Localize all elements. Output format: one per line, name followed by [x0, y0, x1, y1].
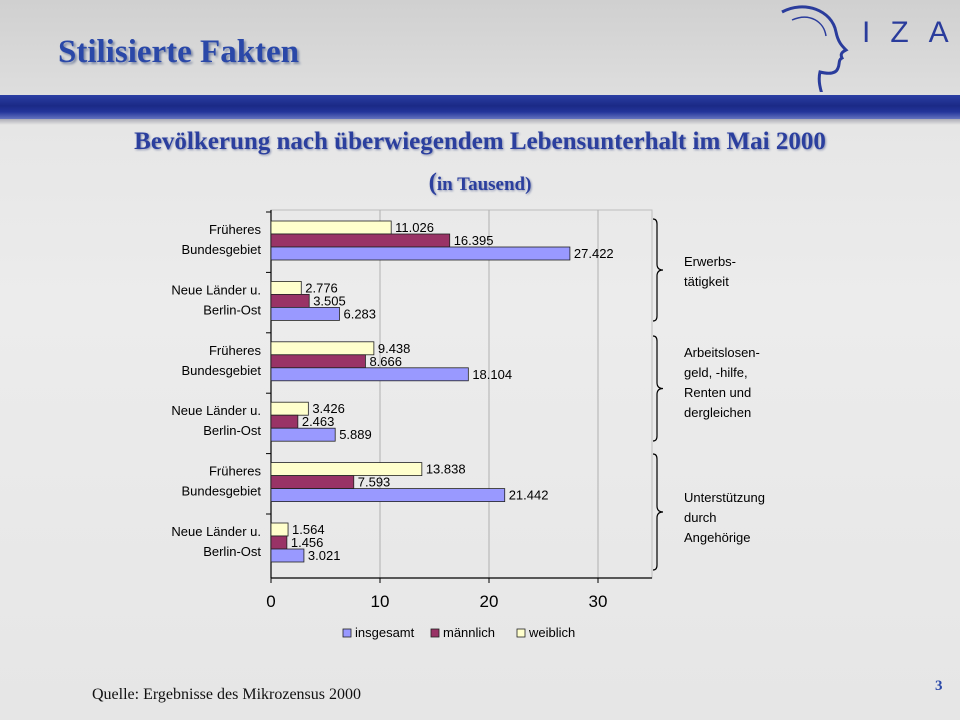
data-label-männlich: 3.505 — [313, 293, 346, 308]
bar-insgesamt — [270, 488, 506, 503]
page-number: 3 — [935, 678, 943, 694]
bar-männlich — [270, 293, 310, 308]
group-brace — [652, 453, 664, 571]
header-rule — [0, 95, 960, 119]
category-label-line-2: Berlin-Ost — [203, 302, 261, 317]
x-tick-label: 20 — [480, 592, 499, 611]
data-label-männlich: 16.395 — [454, 233, 494, 248]
data-label-insgesamt: 3.021 — [308, 548, 341, 563]
data-label-insgesamt: 27.422 — [574, 246, 614, 261]
category-label-line-1: Neue Länder u. — [171, 524, 261, 539]
chart-subtitle-paren: ( — [428, 169, 437, 196]
group-label: Erwerbs- — [684, 254, 736, 269]
header-rule-shadow — [0, 119, 960, 125]
group-label: Renten und — [684, 385, 751, 400]
head-profile-icon — [781, 5, 849, 92]
data-label-insgesamt: 21.442 — [509, 488, 549, 503]
category-label-line-2: Berlin-Ost — [203, 544, 261, 559]
data-label-insgesamt: 6.283 — [343, 306, 376, 321]
group-label: durch — [684, 510, 717, 525]
bar-insgesamt — [270, 306, 340, 321]
legend-label-weiblich: weiblich — [528, 625, 575, 640]
x-tick-label: 10 — [371, 592, 390, 611]
data-label-männlich: 1.456 — [291, 535, 324, 550]
bar-männlich — [270, 475, 355, 490]
bar-männlich — [270, 535, 288, 550]
group-brace — [652, 335, 664, 442]
logo-text: IZA — [862, 16, 960, 49]
category-label-line-2: Berlin-Ost — [203, 423, 261, 438]
data-label-weiblich: 3.426 — [312, 401, 345, 416]
group-label: dergleichen — [684, 405, 751, 420]
category-label-line-1: Neue Länder u. — [171, 403, 261, 418]
data-label-insgesamt: 18.104 — [472, 367, 512, 382]
bar-weiblich — [270, 522, 289, 537]
group-brace — [652, 218, 664, 322]
plot-area — [270, 209, 653, 579]
group-label: Arbeitslosen- — [684, 345, 760, 360]
category-label-line-2: Bundesgebiet — [181, 242, 261, 257]
chart-subtitle-text: in Tausend) — [436, 174, 532, 195]
bar-weiblich — [270, 341, 375, 356]
bar-männlich — [270, 354, 366, 369]
data-label-männlich: 7.593 — [358, 475, 391, 490]
bar-weiblich — [270, 280, 302, 295]
x-tick-label: 30 — [589, 592, 608, 611]
bar-weiblich — [270, 220, 392, 235]
data-label-weiblich: 9.438 — [378, 341, 411, 356]
data-label-weiblich: 2.776 — [305, 280, 338, 295]
category-label-line-1: Früheres — [209, 222, 262, 237]
data-label-männlich: 2.463 — [302, 414, 335, 429]
bar-insgesamt — [270, 246, 571, 261]
legend-label-insgesamt: insgesamt — [355, 625, 415, 640]
source-note: Quelle: Ergebnisse des Mikrozensus 2000 — [92, 686, 361, 703]
bar-insgesamt — [270, 367, 469, 382]
category-label-line-2: Bundesgebiet — [181, 363, 261, 378]
legend-swatch-weiblich — [516, 628, 526, 638]
data-label-weiblich: 13.838 — [426, 462, 466, 477]
legend-swatch-männlich — [430, 628, 440, 638]
group-label: Angehörige — [684, 530, 751, 545]
bar-insgesamt — [270, 548, 305, 563]
chart-subtitle: (in Tausend) — [60, 169, 900, 197]
data-label-weiblich: 11.026 — [395, 220, 434, 235]
legend-swatch-insgesamt — [342, 628, 352, 638]
bar-männlich — [270, 414, 299, 429]
category-label-line-2: Bundesgebiet — [181, 484, 261, 499]
header-band — [0, 0, 960, 96]
data-label-weiblich: 1.564 — [292, 522, 325, 537]
category-label-line-1: Früheres — [209, 343, 262, 358]
legend-label-männlich: männlich — [443, 625, 495, 640]
data-label-männlich: 8.666 — [369, 354, 402, 369]
bar-insgesamt — [270, 427, 336, 442]
group-label: tätigkeit — [684, 274, 729, 289]
group-label: Unterstützung — [684, 490, 765, 505]
group-label: geld, -hilfe, — [684, 365, 748, 380]
chart-title: Bevölkerung nach überwiegendem Lebensunt… — [134, 128, 826, 155]
category-label-line-1: Neue Länder u. — [171, 282, 261, 297]
category-label-line-1: Früheres — [209, 464, 262, 479]
bar-weiblich — [270, 462, 423, 477]
bar-männlich — [270, 233, 451, 248]
slide-title: Stilisierte Fakten — [58, 34, 300, 70]
data-label-insgesamt: 5.889 — [339, 427, 372, 442]
iza-logo — [781, 5, 849, 92]
x-tick-label: 0 — [266, 592, 275, 611]
